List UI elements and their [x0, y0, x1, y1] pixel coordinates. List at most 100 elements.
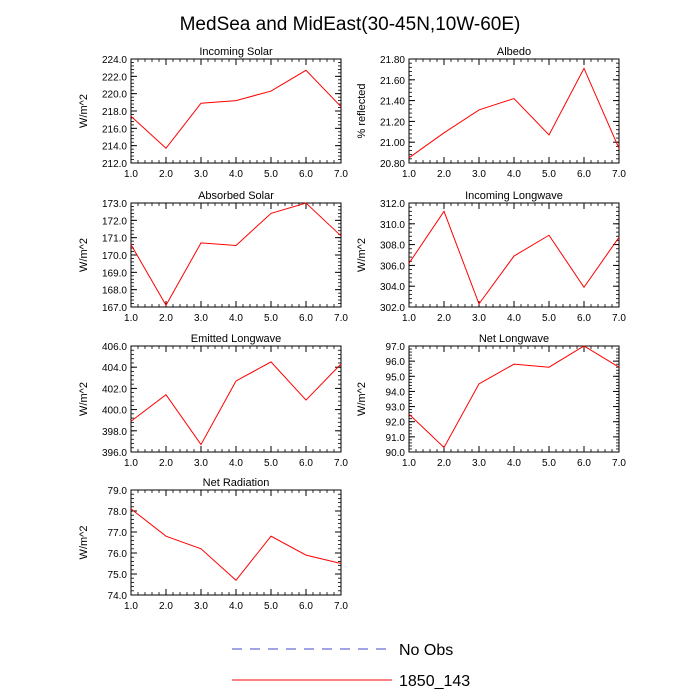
x-tick-label: 5.0 [542, 169, 556, 180]
y-tick-label: 400.0 [102, 406, 127, 417]
x-tick-label: 5.0 [264, 458, 278, 469]
y-tick-label: 21.20 [380, 117, 405, 128]
y-tick-label: 76.0 [108, 549, 128, 560]
y-tick-label: 169.0 [102, 268, 127, 279]
x-tick-label: 7.0 [334, 601, 348, 612]
y-tick-label: 96.0 [386, 357, 406, 368]
x-tick-label: 1.0 [402, 169, 416, 180]
x-tick-label: 3.0 [194, 458, 208, 469]
y-tick-label: 21.00 [380, 138, 405, 149]
y-tick-label: 218.0 [102, 107, 127, 118]
y-tick-label: 396.0 [102, 448, 127, 459]
y-tick-label: 94.0 [386, 387, 406, 398]
y-tick-label: 97.0 [386, 342, 406, 353]
plot-frame [408, 58, 620, 164]
y-tick-label: 170.0 [102, 251, 127, 262]
panel-title: Emitted Longwave [191, 333, 282, 345]
series-line-1850-143 [130, 202, 342, 307]
panel-title: Net Radiation [203, 477, 270, 489]
y-tick-label: 21.60 [380, 76, 405, 87]
panel-title: Incoming Solar [199, 46, 273, 58]
panel-emitted-longwave: Emitted Longwave W/m^2 396.0 398.0 400.0 402.… [78, 333, 348, 469]
x-tick-label: 7.0 [334, 169, 348, 180]
x-tick-label: 3.0 [194, 313, 208, 324]
plot-frame [130, 202, 342, 308]
panel-incoming-longwave: Incoming Longwave W/m^2 302.0 304.0 306.0 308… [356, 190, 626, 324]
x-tick-label: 4.0 [507, 169, 521, 180]
y-axis-label: W/m^2 [78, 238, 90, 272]
x-tick-label: 1.0 [124, 169, 138, 180]
x-tick-label: 6.0 [577, 313, 591, 324]
x-tick-label: 4.0 [507, 313, 521, 324]
x-tick-label: 2.0 [159, 169, 173, 180]
y-tick-label: 302.0 [380, 303, 405, 314]
plot-frame [408, 202, 620, 308]
y-tick-label: 306.0 [380, 261, 405, 272]
x-tick-label: 4.0 [507, 458, 521, 469]
series-line-1850-143 [130, 361, 342, 446]
y-tick-label: 74.0 [108, 591, 128, 602]
panel-title: Albedo [497, 46, 531, 58]
x-tick-label: 2.0 [437, 313, 451, 324]
plot-frame [130, 489, 342, 596]
y-tick-label: 95.0 [386, 372, 406, 383]
y-axis-label: W/m^2 [78, 382, 90, 416]
x-tick-label: 6.0 [299, 458, 313, 469]
y-tick-label: 167.0 [102, 303, 127, 314]
series-line-1850-143 [130, 69, 342, 150]
x-tick-label: 6.0 [299, 601, 313, 612]
y-tick-label: 93.0 [386, 403, 406, 414]
panel-title: Net Longwave [479, 333, 549, 345]
y-tick-label: 212.0 [102, 159, 127, 170]
panel-title: Absorbed Solar [198, 190, 274, 202]
y-tick-label: 406.0 [102, 342, 127, 353]
x-tick-label: 4.0 [229, 313, 243, 324]
y-tick-label: 75.0 [108, 570, 128, 581]
x-tick-label: 5.0 [264, 313, 278, 324]
y-tick-label: 171.0 [102, 234, 127, 245]
y-tick-label: 308.0 [380, 241, 405, 252]
x-tick-label: 3.0 [472, 169, 486, 180]
x-tick-label: 3.0 [472, 313, 486, 324]
x-tick-label: 5.0 [264, 601, 278, 612]
y-axis-label: % reflected [356, 83, 368, 138]
y-tick-label: 168.0 [102, 286, 127, 297]
x-tick-label: 4.0 [229, 601, 243, 612]
panel-title: Incoming Longwave [465, 190, 563, 202]
x-tick-label: 7.0 [612, 169, 626, 180]
plot-frame [130, 345, 342, 453]
x-tick-label: 5.0 [264, 169, 278, 180]
y-tick-label: 21.40 [380, 97, 405, 108]
x-tick-label: 6.0 [577, 169, 591, 180]
panel-albedo: Albedo % reflected 20.80 21.00 21.20 21.40 21.… [356, 46, 626, 180]
legend: No Obs 1850_143 [232, 642, 470, 690]
y-tick-label: 398.0 [102, 427, 127, 438]
x-tick-label: 7.0 [612, 458, 626, 469]
x-tick-label: 7.0 [334, 458, 348, 469]
x-tick-label: 3.0 [194, 601, 208, 612]
x-tick-label: 1.0 [124, 313, 138, 324]
y-tick-label: 90.0 [386, 448, 406, 459]
y-axis-label: W/m^2 [356, 382, 368, 416]
x-tick-label: 6.0 [299, 169, 313, 180]
y-tick-label: 173.0 [102, 199, 127, 210]
x-tick-label: 6.0 [577, 458, 591, 469]
figure-title: MedSea and MidEast(30-45N,10W-60E) [180, 14, 521, 35]
x-tick-label: 2.0 [437, 169, 451, 180]
y-axis-label: W/m^2 [78, 526, 90, 560]
y-tick-label: 220.0 [102, 90, 127, 101]
series-line-1850-143 [408, 345, 620, 449]
y-axis-label: W/m^2 [356, 238, 368, 272]
y-tick-label: 172.0 [102, 216, 127, 227]
panel-net-radiation: Net Radiation W/m^2 74.0 75.0 76.0 77.0 78.0 79… [78, 477, 348, 612]
panel-net-longwave: Net Longwave W/m^2 90.0 91.0 92.0 93.0 94.0 95.… [356, 333, 626, 469]
y-tick-label: 312.0 [380, 199, 405, 210]
x-tick-label: 4.0 [229, 458, 243, 469]
x-tick-label: 7.0 [612, 313, 626, 324]
x-tick-label: 3.0 [194, 169, 208, 180]
x-tick-label: 2.0 [159, 458, 173, 469]
panel-incoming-solar: Incoming Solar W/m^2 212.0 214.0 216.0 218.0 2… [78, 46, 348, 180]
y-tick-label: 304.0 [380, 282, 405, 293]
x-tick-label: 2.0 [159, 313, 173, 324]
series-line-1850-143 [130, 508, 342, 582]
